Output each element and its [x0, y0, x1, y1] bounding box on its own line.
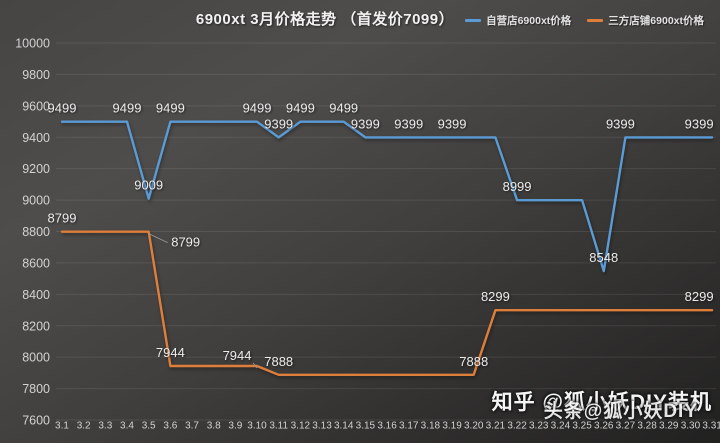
x-tick-label: 3.16	[377, 421, 397, 432]
x-tick-label: 3.5	[142, 421, 156, 432]
data-label: 7944	[223, 348, 252, 363]
label-leader-line	[148, 233, 168, 244]
x-tick-label: 3.3	[98, 421, 112, 432]
data-label: 9499	[156, 101, 185, 116]
data-label: 9399	[606, 116, 635, 131]
data-label: 9399	[438, 116, 467, 131]
legend-swatch-blue-icon	[465, 19, 482, 22]
legend-label-self-store: 自营店6900xt价格	[486, 15, 572, 27]
data-label: 9499	[329, 101, 358, 116]
data-label: 7888	[264, 354, 293, 369]
y-tick-label: 9600	[22, 99, 50, 113]
data-label: 8299	[685, 289, 714, 304]
x-tick-label: 3.4	[120, 421, 134, 432]
watermark-toutiao: 头条@狐小妖DIY	[543, 401, 698, 422]
x-tick-label: 3.10	[247, 421, 267, 432]
y-tick-label: 9200	[22, 162, 50, 176]
x-tick-label: 3.17	[399, 421, 419, 432]
y-tick-label: 8600	[22, 256, 50, 270]
legend-swatch-orange-icon	[587, 19, 604, 22]
x-tick-label: 3.11	[269, 421, 288, 432]
x-tick-label: 3.6	[163, 421, 177, 432]
x-tick-label: 3.24	[551, 421, 571, 432]
x-tick-label: 3.21	[486, 421, 506, 432]
x-tick-label: 3.28	[637, 421, 657, 432]
data-label: 9399	[685, 116, 714, 131]
watermark-zhihu: 知乎 @狐小妖DIY装机	[491, 391, 712, 414]
x-tick-label: 3.9	[228, 421, 242, 432]
y-tick-label: 8200	[22, 319, 50, 333]
x-tick-label: 3.1	[55, 421, 69, 432]
y-tick-label: 10000	[15, 37, 50, 51]
x-tick-label: 3.18	[421, 421, 441, 432]
y-tick-label: 8000	[22, 351, 50, 365]
x-tick-label: 3.27	[616, 421, 636, 432]
x-tick-label: 3.30	[681, 421, 701, 432]
series-line-orange	[60, 230, 714, 376]
y-tick-label: 7800	[22, 382, 50, 396]
x-tick-label: 3.15	[356, 421, 376, 432]
data-label: 9009	[134, 178, 163, 193]
x-tick-label: 3.22	[507, 421, 527, 432]
data-label: 9399	[264, 116, 293, 131]
x-tick-label: 3.14	[334, 421, 354, 432]
data-label: 9399	[394, 116, 423, 131]
x-tick-label: 3.19	[442, 421, 462, 432]
x-tick-label: 3.23	[529, 421, 549, 432]
legend: 自营店6900xt价格 三方店铺6900xt价格	[465, 13, 704, 28]
x-tick-label: 3.25	[572, 421, 592, 432]
x-tick-label: 3.20	[464, 421, 484, 432]
chart-title: 6900xt 3月价格走势 （首发价7099）	[195, 11, 455, 28]
x-tick-label: 3.2	[77, 421, 91, 432]
legend-item-third-party[interactable]: 三方店铺6900xt价格	[587, 13, 704, 28]
data-label: 8548	[589, 250, 618, 265]
y-tick-label: 7600	[22, 414, 50, 428]
x-tick-label: 3.8	[207, 421, 221, 432]
y-tick-label: 8800	[22, 225, 50, 239]
y-tick-label: 9800	[22, 68, 50, 82]
x-tick-label: 3.7	[185, 421, 199, 432]
legend-item-self-store[interactable]: 自营店6900xt价格	[465, 13, 571, 28]
x-tick-label: 3.31	[702, 421, 720, 432]
y-tick-label: 8400	[22, 288, 50, 302]
data-label: 7944	[156, 345, 185, 360]
data-label: 9499	[48, 101, 77, 116]
data-label: 8999	[503, 179, 532, 194]
x-tick-label: 3.13	[312, 421, 332, 432]
data-label: 9499	[243, 101, 272, 116]
series-line-blue	[60, 120, 714, 273]
data-label: 8799	[171, 235, 200, 250]
x-tick-label: 3.26	[594, 421, 614, 432]
data-label: 9499	[286, 101, 315, 116]
data-label: 9499	[113, 101, 142, 116]
label-leader-line	[252, 362, 258, 369]
data-label: 7888	[459, 354, 488, 369]
legend-label-third-party: 三方店铺6900xt价格	[608, 15, 704, 27]
y-tick-label: 9000	[22, 194, 50, 208]
data-label: 8799	[48, 211, 77, 226]
x-tick-label: 3.12	[291, 421, 311, 432]
y-tick-label: 9400	[22, 131, 50, 145]
data-label: 9399	[351, 116, 380, 131]
x-tick-label: 3.29	[659, 421, 679, 432]
data-label: 8299	[481, 289, 510, 304]
